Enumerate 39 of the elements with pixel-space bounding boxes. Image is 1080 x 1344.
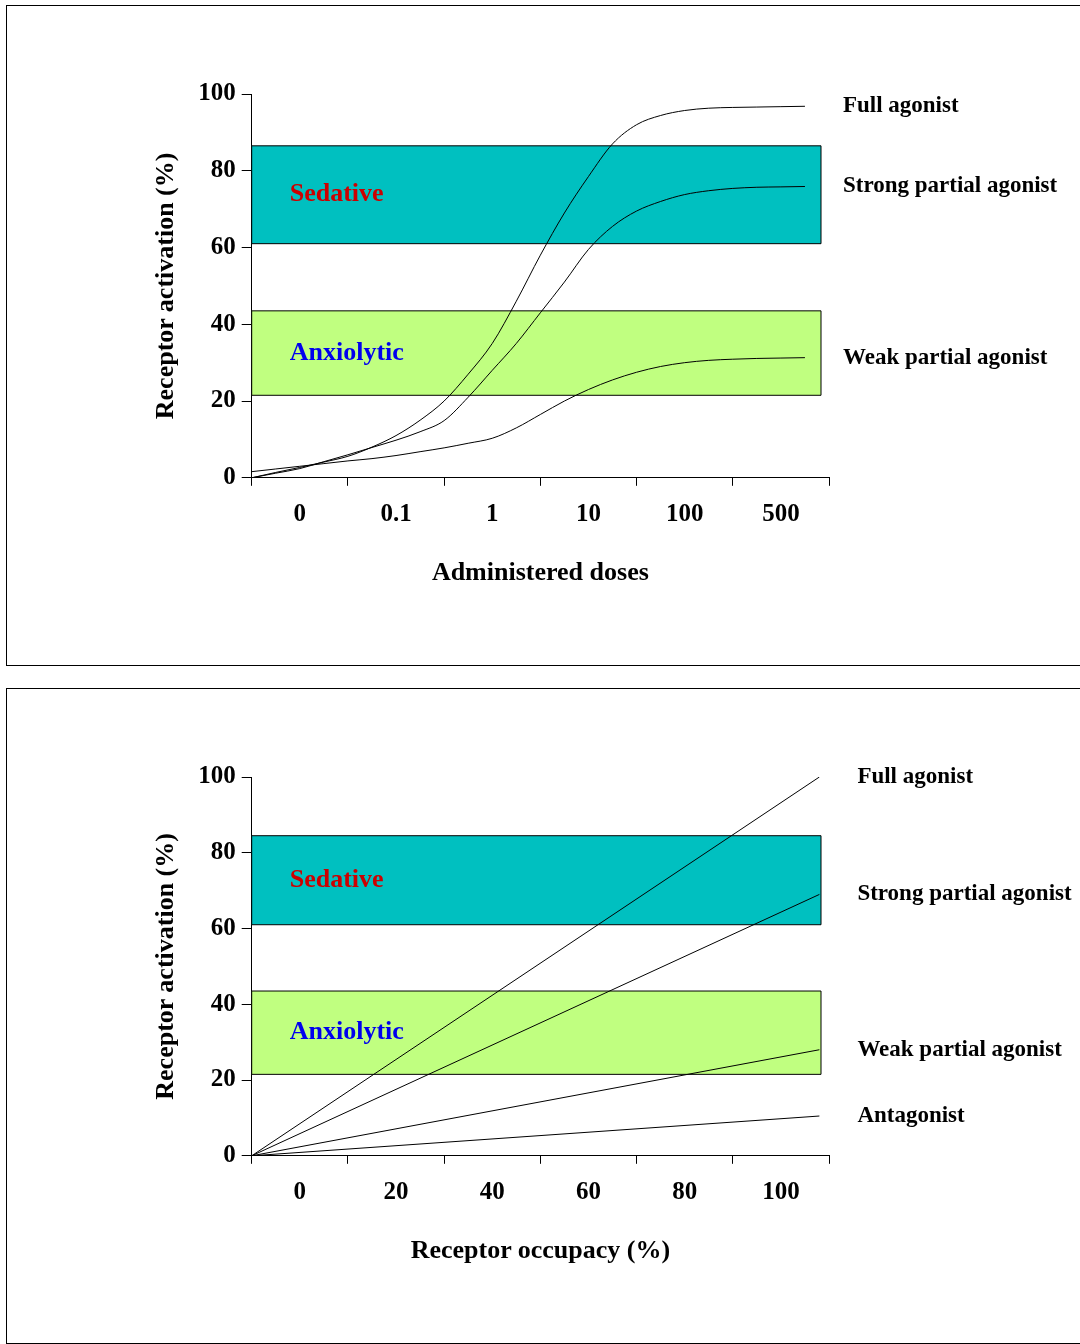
series-label: Weak partial agonist — [842, 343, 1048, 369]
y-tick-label: 80 — [210, 837, 236, 865]
series-label: Full agonist — [857, 762, 974, 788]
series-label: Strong partial agonist — [842, 172, 1058, 198]
band-label: Sedative — [289, 863, 384, 893]
y-tick-label: 80 — [210, 155, 236, 183]
x-tick-label: 10 — [575, 499, 601, 527]
x-tick-label: 60 — [575, 1177, 601, 1205]
y-axis-title: Receptor activation (%) — [150, 152, 180, 420]
x-tick-label: 500 — [762, 499, 800, 527]
band-label: Sedative — [289, 178, 384, 208]
band-label: Anxiolytic — [289, 336, 404, 366]
y-tick-label: 100 — [198, 78, 236, 106]
y-tick-label: 20 — [210, 1064, 236, 1092]
series-label: Full agonist — [842, 92, 959, 118]
x-tick-label: 40 — [479, 1177, 505, 1205]
y-tick-label: 60 — [210, 912, 236, 940]
x-tick-label: 100 — [762, 1177, 800, 1205]
x-tick-label: 20 — [383, 1177, 409, 1205]
x-tick-label: 1 — [485, 499, 499, 527]
y-tick-label: 100 — [198, 761, 236, 789]
y-tick-label: 60 — [210, 231, 236, 259]
x-tick-label: 80 — [672, 1177, 698, 1205]
x-axis-title: Receptor occupacy (%) — [410, 1235, 671, 1265]
x-tick-label: 0 — [293, 1177, 307, 1205]
y-axis-title: Receptor activation (%) — [150, 833, 180, 1100]
y-tick-label: 40 — [210, 308, 236, 336]
x-tick-label: 100 — [665, 499, 704, 527]
y-tick-label: 0 — [223, 1140, 236, 1168]
series-label: Strong partial agonist — [857, 880, 1072, 906]
x-tick-label: 0 — [293, 499, 307, 527]
series-label: Antagonist — [857, 1101, 966, 1127]
series-label: Weak partial agonist — [857, 1035, 1063, 1061]
x-tick-label: 0.1 — [380, 499, 412, 527]
x-axis-title: Administered doses — [431, 557, 649, 587]
y-tick-label: 40 — [210, 988, 236, 1016]
y-tick-label: 20 — [210, 385, 236, 413]
y-tick-label: 0 — [223, 462, 236, 490]
band-label: Anxiolytic — [289, 1016, 404, 1046]
